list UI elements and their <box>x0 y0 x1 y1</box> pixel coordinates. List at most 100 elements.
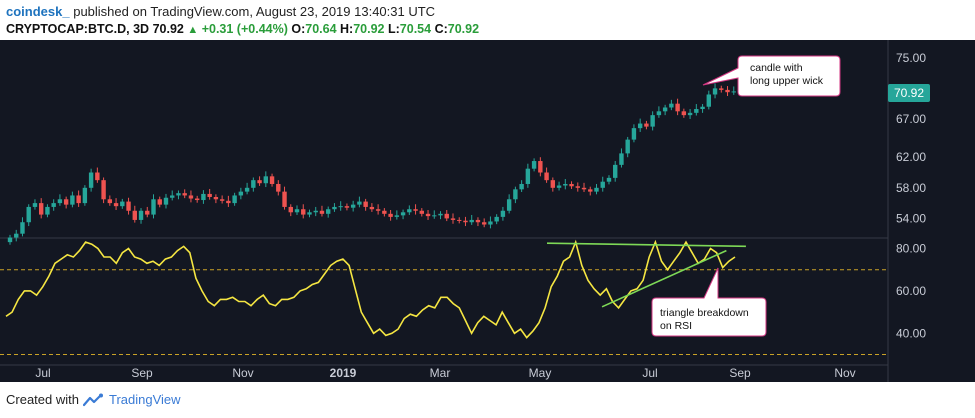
candle-body <box>706 94 712 107</box>
price-axis-label: 62.00 <box>896 150 926 164</box>
price-axis-label: 75.00 <box>896 51 926 65</box>
candle-body <box>419 210 424 214</box>
candle-body <box>20 222 25 234</box>
price-axis-label: 54.00 <box>896 211 926 225</box>
candle-body <box>525 168 531 184</box>
high-label: H: <box>340 22 354 36</box>
candle-body <box>731 91 736 93</box>
candle-body <box>700 106 705 110</box>
candle-body <box>63 199 69 205</box>
chart-svg[interactable]: 75.0071.0067.0062.0058.0054.0080.0060.00… <box>0 40 975 382</box>
wick-callout-line2: long upper wick <box>750 75 824 87</box>
publisher-name[interactable]: coindesk_ <box>6 4 70 19</box>
publish-line: coindesk_ published on TradingView.com, … <box>6 4 435 19</box>
candle-body <box>675 103 680 112</box>
candle-body <box>475 219 481 223</box>
tradingview-brand[interactable]: TradingView <box>108 392 181 407</box>
low-value: 70.54 <box>399 22 432 36</box>
candle-body <box>157 199 162 205</box>
candle-body <box>656 111 662 116</box>
candle-body <box>344 206 350 208</box>
candle-body <box>413 209 418 211</box>
footer: Created with TradingView <box>6 392 181 407</box>
candle-body <box>32 203 38 207</box>
rsi-trendline <box>546 242 746 248</box>
candle-body <box>432 215 437 217</box>
candle-body <box>457 219 462 221</box>
candle-body <box>170 195 175 198</box>
candle-body <box>313 210 318 213</box>
low-label: L: <box>387 22 400 36</box>
published-text: published on TradingView.com, August 23,… <box>73 4 436 19</box>
candle-body <box>481 222 487 225</box>
candle-body <box>725 89 730 93</box>
wick-annotation[interactable]: candle with long upper wick <box>702 55 841 97</box>
candle-body <box>219 199 225 201</box>
candle-body <box>288 206 293 213</box>
candle-body <box>276 183 281 192</box>
candle-body <box>637 123 643 129</box>
candle-body <box>394 215 400 217</box>
candle-body <box>438 213 443 216</box>
candle-body <box>107 199 113 204</box>
candle-body <box>76 195 81 204</box>
candle-body <box>444 213 449 219</box>
time-axis-label: Mar <box>430 366 451 380</box>
candle-body <box>194 198 200 201</box>
candle-body <box>469 219 474 223</box>
candle-body <box>531 161 537 169</box>
candle-body <box>213 196 219 200</box>
candle-body <box>369 206 375 210</box>
wick-callout-box <box>702 55 841 97</box>
candle-body <box>163 197 169 205</box>
time-axis-label: Jul <box>642 366 657 380</box>
candle-body <box>207 193 212 197</box>
chart-area[interactable]: 75.0071.0067.0062.0058.0054.0080.0060.00… <box>0 40 975 382</box>
candle-body <box>719 88 724 90</box>
candle-body <box>425 213 431 217</box>
time-axis-label: Jul <box>35 366 50 380</box>
candle-body <box>251 180 256 188</box>
candle-body <box>400 212 406 216</box>
candle-body <box>694 109 699 113</box>
candle-body <box>51 203 56 207</box>
candle-body <box>407 209 412 213</box>
candle-body <box>644 123 649 127</box>
rsi-callout-line1: triangle breakdown <box>660 307 749 319</box>
time-axis-label: Nov <box>232 366 253 380</box>
candle-body <box>182 193 187 196</box>
rsi-pane <box>0 239 888 356</box>
candle-body <box>550 180 556 188</box>
candle-body <box>338 206 343 208</box>
close-value: 70.92 <box>447 22 480 36</box>
candle-body <box>14 233 19 238</box>
price-axis-label: 67.00 <box>896 112 926 126</box>
candle-body <box>494 216 499 222</box>
candle-body <box>631 128 637 140</box>
rsi-trendline <box>601 249 727 308</box>
candle-body <box>101 180 106 200</box>
candle-body <box>88 172 94 188</box>
candle-body <box>569 183 574 187</box>
price-pane <box>7 83 743 245</box>
candle-body <box>382 210 387 214</box>
candle-body <box>363 201 368 207</box>
candle-body <box>625 139 630 154</box>
rsi-axis-label: 80.00 <box>896 241 926 255</box>
rsi-line <box>5 239 736 339</box>
wick-callout-line1: candle with <box>750 62 803 74</box>
candle-body <box>600 181 605 188</box>
candle-body <box>375 209 381 211</box>
candle-body <box>513 189 518 200</box>
candle-body <box>113 203 119 207</box>
rsi-axis-label: 40.00 <box>896 326 926 340</box>
candle-body <box>575 186 580 188</box>
candle-body <box>188 195 194 199</box>
candle-body <box>257 180 262 184</box>
candle-body <box>619 153 624 165</box>
candle-body <box>563 183 568 186</box>
rsi-annotation[interactable]: triangle breakdown on RSI <box>651 267 767 337</box>
candle-body <box>238 191 244 196</box>
candle-body <box>38 203 44 215</box>
ohlc-line: CRYPTOCAP:BTC.D, 3D 70.92 ▲ +0.31 (+0.44… <box>6 22 479 36</box>
